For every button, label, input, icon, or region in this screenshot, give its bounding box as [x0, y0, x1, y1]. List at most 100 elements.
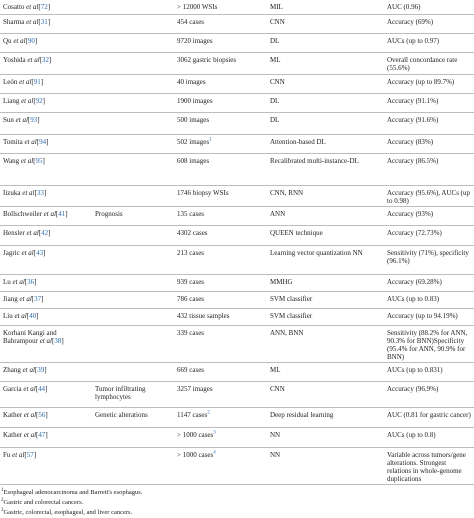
method-cell: QUEEN technique: [267, 225, 384, 246]
method-cell: ANN, BNN: [267, 325, 384, 363]
table-row: Lu et al[36] 939 cases MMHG Accuracy (69.28…: [0, 274, 474, 292]
table-row: Sharma et al[31] 454 cases CNN Accuracy (69…: [0, 14, 474, 34]
method-cell: CNN: [267, 381, 384, 408]
sample-cell: 339 cases: [174, 325, 267, 363]
sample-text: 1746 biopsy WSIs: [177, 188, 229, 197]
method-cell: Attention-based DL: [267, 134, 384, 154]
sample-cell: 4302 cases: [174, 225, 267, 246]
method-text: DL: [270, 36, 280, 45]
reference-link: 47: [38, 430, 46, 439]
result-cell: Sensitivity (88.2% for ANN, 90.3% for BN…: [384, 325, 474, 363]
sample-cell: > 1000 cases3: [174, 427, 267, 448]
table-row: Garcia et al[44] Tumor infiltrating lymph…: [0, 381, 474, 408]
result-cell: Accuracy (72.73%): [384, 225, 474, 246]
result-cell: AUC (0.81 for gastric cancer): [384, 407, 474, 428]
reference-link: 93: [30, 115, 38, 124]
author-cell: Fu et al[57]: [0, 447, 92, 485]
sample-cell: > 12000 WSIs: [174, 0, 267, 15]
author-cell: Korhani Kangi and Bahrampour et al[38]: [0, 325, 92, 363]
table-row: Jiang et al[37] 786 cases SVM classifier AU…: [0, 291, 474, 309]
sample-text: 213 cases: [177, 248, 205, 257]
method-text: QUEEN technique: [270, 228, 323, 237]
method-text: ANN, BNN: [270, 328, 304, 337]
table-row: Hensler et al[42] 4302 cases QUEEN techniq…: [0, 225, 474, 246]
reference-link: 90: [27, 36, 35, 45]
method-text: SVM classifier: [270, 294, 313, 303]
result-text: Accuracy (up to 94.19%): [387, 311, 458, 320]
result-cell: Accuracy (91.1%): [384, 93, 474, 113]
sample-cell: 669 cases: [174, 362, 267, 382]
author-cell: Lu et al[36]: [0, 274, 92, 292]
sample-cell: 432 tissue samples: [174, 308, 267, 326]
result-text: AUC (0.81 for gastric cancer): [387, 410, 471, 419]
result-cell: AUC (0.96): [384, 0, 474, 15]
author-name: Qu: [3, 36, 12, 45]
author-cell: Liu et al[40]: [0, 308, 92, 326]
method-cell: DL: [267, 93, 384, 113]
task-text: Tumor infiltrating lymphocytes: [95, 384, 146, 401]
footnote: 3Gastric, colorectal, esophageal, and li…: [1, 507, 474, 518]
method-text: Learning vector quantization NN: [270, 248, 363, 257]
author-name: Kather: [3, 430, 23, 439]
table-row: Cosatto et al[72] > 12000 WSIs MIL AUC (0.9…: [0, 0, 474, 15]
method-text: Recalibrated multi-instance-DL: [270, 156, 359, 165]
author-cell: Zhang et al[39]: [0, 362, 92, 382]
reference-link: 40: [29, 311, 37, 320]
task-cell: [92, 225, 174, 246]
method-text: NN: [270, 450, 281, 459]
task-cell: [92, 93, 174, 113]
sample-text: 454 cases: [177, 17, 205, 26]
result-text: Accuracy (96.9%): [387, 384, 439, 393]
task-cell: Tumor infiltrating lymphocytes: [92, 381, 174, 408]
method-text: DL: [270, 115, 280, 124]
method-text: Attention-based DL: [270, 137, 326, 146]
result-text: AUC (0.96): [387, 3, 421, 11]
footnote-mark: 4: [213, 450, 216, 456]
result-text: Accuracy (72.73%): [387, 228, 442, 237]
author-name: Liang: [3, 96, 20, 105]
result-cell: Accuracy (96.9%): [384, 381, 474, 408]
method-text: CNN, RNN: [270, 188, 304, 197]
task-cell: [92, 112, 174, 135]
table-row: Liang et al[92] 1900 images DL Accuracy (91…: [0, 93, 474, 113]
result-cell: Accuracy (91.6%): [384, 112, 474, 135]
author-name: Kather: [3, 410, 23, 419]
sample-text: 786 cases: [177, 294, 205, 303]
method-cell: MMHG: [267, 274, 384, 292]
method-cell: MIL: [267, 0, 384, 15]
result-cell: Overall concordance rate (55.6%): [384, 52, 474, 75]
table-row: Korhani Kangi and Bahrampour et al[38] 33…: [0, 325, 474, 363]
footnote-text: Gastric and colorectal cancers.: [3, 498, 84, 506]
method-cell: Recalibrated multi-instance-DL: [267, 153, 384, 186]
table-row: Bollschweiler et al[41] Prognosis 135 case…: [0, 206, 474, 226]
table-row: Fu et al[57] > 1000 cases4 NN Variable acro…: [0, 447, 474, 485]
author-cell: Cosatto et al[72]: [0, 0, 92, 15]
author-cell: Jagric et al[43]: [0, 245, 92, 275]
result-cell: AUCs (up to 0.97): [384, 33, 474, 53]
task-cell: [92, 447, 174, 485]
method-text: MMHG: [270, 277, 293, 286]
author-cell: Sun et al[93]: [0, 112, 92, 135]
task-cell: [92, 153, 174, 186]
result-text: Overall concordance rate (55.6%): [387, 55, 458, 72]
table-row: León et al[91] 40 images CNN Accuracy (up t…: [0, 74, 474, 94]
author-name: Jagric: [3, 248, 20, 257]
result-text: Accuracy (91.6%): [387, 115, 439, 124]
task-cell: [92, 74, 174, 94]
method-text: Deep residual learning: [270, 410, 334, 419]
sample-text: 40 images: [177, 77, 206, 86]
task-cell: [92, 274, 174, 292]
sample-text: 339 cases: [177, 328, 205, 337]
method-cell: SVM classifier: [267, 291, 384, 309]
table-row: Tomita et al[94] 502 images1 Attention-bas…: [0, 134, 474, 154]
author-cell: Sharma et al[31]: [0, 14, 92, 34]
reference-link: 91: [33, 77, 41, 86]
result-text: Sensitivity (88.2% for ANN, 90.3% for BN…: [387, 328, 468, 361]
sample-text: 502 images: [177, 137, 210, 146]
author-cell: León et al[91]: [0, 74, 92, 94]
task-cell: [92, 52, 174, 75]
reference-link: 42: [41, 228, 49, 237]
method-text: CNN: [270, 77, 285, 86]
table-row: Kather et al[56] Genetic alterations 1147 …: [0, 407, 474, 428]
result-text: AUCs (up to 0.83): [387, 294, 440, 303]
